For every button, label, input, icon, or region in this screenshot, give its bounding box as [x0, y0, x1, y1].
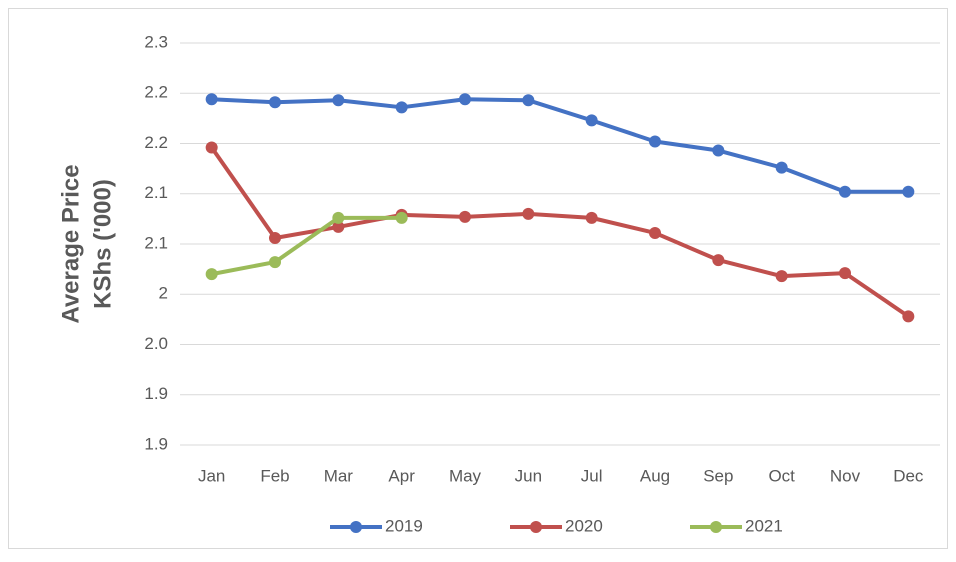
point: [269, 256, 281, 269]
point: [902, 185, 915, 198]
point: [332, 220, 345, 233]
point: [712, 254, 725, 267]
point: [205, 93, 218, 106]
series-line: [210, 146, 910, 319]
point: [585, 211, 598, 224]
x-tick-label: Mar: [324, 466, 354, 485]
point: [585, 114, 598, 127]
x-tick-label: Aug: [640, 466, 670, 485]
y-axis-label: Average Price: [57, 164, 84, 323]
legend-label: 2021: [745, 516, 783, 535]
legend-label: 2020: [565, 516, 603, 535]
y-tick-label: 1.9: [144, 384, 168, 403]
series-line: [211, 97, 909, 194]
point: [332, 211, 345, 224]
point: [269, 231, 281, 244]
x-tick-label: Jan: [198, 466, 225, 485]
x-tick-label: Jul: [581, 466, 603, 485]
y-tick-label: 2.2: [144, 133, 168, 152]
point: [459, 210, 471, 223]
x-tick-label: May: [449, 466, 482, 485]
y-tick-label: 2.2: [144, 83, 168, 102]
point: [649, 226, 661, 239]
point: [522, 207, 535, 220]
point: [775, 270, 788, 283]
x-tick-label: Nov: [830, 466, 861, 485]
x-tick-label: Sep: [703, 466, 733, 485]
legend-label: 2019: [385, 516, 423, 535]
y-tick-label: 2.1: [144, 233, 168, 252]
x-tick-label: Apr: [388, 466, 415, 485]
point: [205, 141, 218, 154]
y-axis-label: KShs ('000): [89, 179, 116, 309]
y-tick-label: 2: [159, 284, 168, 303]
legend-marker: [350, 521, 362, 533]
point: [269, 96, 281, 109]
point: [712, 144, 725, 157]
point: [775, 161, 788, 174]
legend-marker: [530, 521, 542, 533]
point: [332, 94, 345, 107]
series-line: [211, 215, 402, 277]
x-tick-label: Feb: [260, 466, 289, 485]
y-tick-label: 2.1: [144, 183, 168, 202]
y-tick-label: 2.0: [144, 334, 168, 353]
point: [205, 268, 218, 281]
point: [395, 101, 408, 114]
legend-marker: [710, 521, 722, 533]
x-tick-label: Jun: [515, 466, 542, 485]
point: [395, 211, 408, 224]
x-tick-label: Dec: [893, 466, 924, 485]
y-tick-label: 2.3: [144, 32, 168, 51]
point: [902, 310, 915, 323]
point: [839, 185, 851, 198]
point: [459, 93, 471, 106]
y-tick-label: 1.9: [144, 434, 168, 453]
point: [522, 94, 535, 107]
point: [839, 267, 851, 280]
point: [649, 135, 661, 148]
x-tick-label: Oct: [768, 466, 795, 485]
